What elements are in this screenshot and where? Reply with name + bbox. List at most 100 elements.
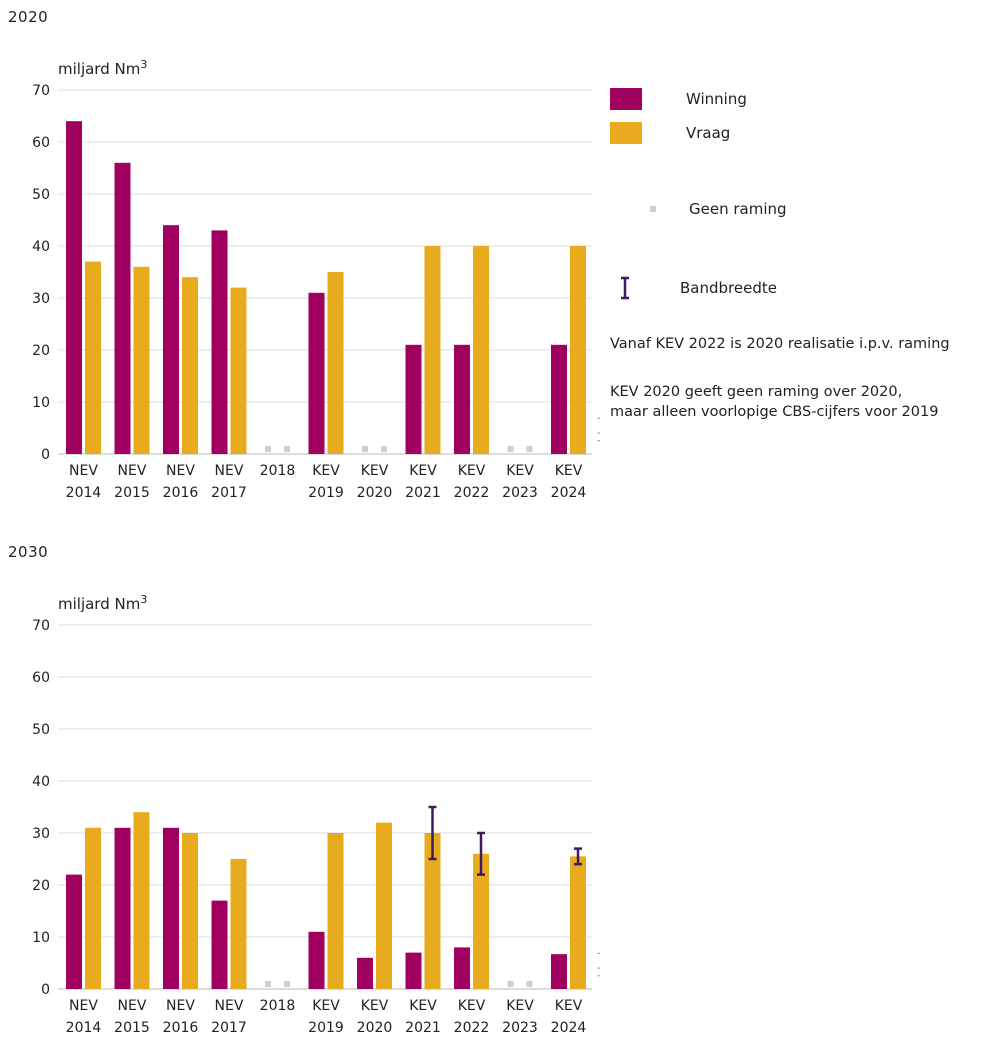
- legend-label-vraag: Vraag: [686, 124, 731, 142]
- x-tick-label: 2019: [308, 485, 344, 501]
- x-tick-label: 2024: [551, 1020, 587, 1036]
- geen-raming-marker-6-1: [381, 446, 387, 452]
- x-tick-label: 2022: [454, 1020, 490, 1036]
- geen-raming-marker-4-1: [284, 446, 290, 452]
- x-tick-label: 2018: [260, 998, 296, 1014]
- bar-vraag-2: [182, 277, 198, 454]
- bar-vraag-8: [473, 853, 489, 989]
- legend-item-vraag: Vraag: [610, 122, 730, 144]
- bar-winning-7: [405, 344, 422, 454]
- geen-raming-marker-4-0: [265, 446, 271, 452]
- x-tick-label: KEV: [361, 998, 389, 1014]
- bandbreedte-icon: [621, 276, 629, 300]
- bar-winning-0: [66, 874, 82, 989]
- panel-title-2020: 2020: [8, 8, 49, 26]
- bar-vraag-1: [133, 812, 150, 989]
- bar-vraag-8: [473, 246, 489, 454]
- bar-vraag-5: [327, 833, 344, 989]
- bar-winning-1: [114, 162, 131, 455]
- geen-raming-marker-9-0: [507, 446, 514, 452]
- y-axis-label: miljard Nm3: [58, 593, 147, 613]
- y-tick-label: 30: [32, 291, 50, 307]
- bar-vraag-10: [570, 856, 586, 989]
- x-tick-label: NEV: [118, 463, 147, 479]
- x-tick-label: KEV: [409, 463, 437, 479]
- x-tick-label: KEV: [506, 998, 534, 1014]
- x-tick-label: 2017: [211, 1020, 247, 1036]
- x-tick-label: 2023: [502, 485, 538, 501]
- x-tick-label: KEV: [312, 998, 340, 1014]
- x-tick-label: 2022: [454, 485, 490, 501]
- x-tick-label: 2021: [405, 485, 441, 501]
- legend-item-geen-raming: Geen raming: [610, 200, 787, 218]
- watermark: pbl.nl: [596, 417, 600, 450]
- bar-vraag-3: [230, 859, 247, 989]
- bar-vraag-7: [424, 833, 441, 989]
- x-tick-label: KEV: [458, 998, 486, 1014]
- y-tick-label: 0: [41, 982, 50, 998]
- y-tick-label: 60: [32, 135, 50, 151]
- bar-vraag-6: [376, 822, 392, 989]
- x-tick-label: NEV: [166, 463, 195, 479]
- x-tick-label: KEV: [361, 463, 389, 479]
- chart-2030: miljard Nm3 0 10 20 30 40 50 60 70 pbl.nl NEV 2014 N…: [32, 593, 600, 1036]
- legend-swatch-vraag: [610, 122, 642, 144]
- bar-winning-2: [163, 827, 179, 989]
- panel-title-2030: 2030: [8, 543, 49, 561]
- note-kev2020-line2: maar alleen voorlopige CBS-cijfers voor …: [610, 404, 939, 420]
- bar-winning-7: [405, 952, 422, 989]
- legend-item-winning: Winning: [610, 88, 747, 110]
- x-tick-label: 2015: [114, 485, 150, 501]
- bar-winning-5: [308, 292, 325, 454]
- x-tick-label: KEV: [409, 998, 437, 1014]
- bar-winning-8: [454, 947, 470, 989]
- y-tick-label: 40: [32, 774, 50, 790]
- bar-winning-10: [551, 954, 567, 989]
- legend-label-geen-raming: Geen raming: [689, 200, 787, 218]
- legend-label-bandbreedte: Bandbreedte: [680, 279, 777, 297]
- x-tick-label: NEV: [166, 998, 195, 1014]
- y-tick-label: 10: [32, 930, 50, 946]
- x-tick-label: KEV: [555, 998, 583, 1014]
- bar-winning-8: [454, 344, 470, 454]
- bar-winning-5: [308, 931, 325, 989]
- bar-winning-3: [211, 230, 228, 454]
- geen-raming-marker-6-0: [362, 446, 368, 452]
- x-tick-label: NEV: [69, 998, 98, 1014]
- bar-winning-10: [551, 344, 567, 454]
- geen-raming-marker-9-1: [526, 981, 533, 987]
- y-tick-label: 20: [32, 343, 50, 359]
- note-kev2022: Vanaf KEV 2022 is 2020 realisatie i.p.v.…: [610, 336, 950, 352]
- y-tick-label: 50: [32, 722, 50, 738]
- bar-winning-2: [163, 225, 179, 454]
- geen-raming-marker: [650, 206, 656, 212]
- x-tick-label: KEV: [458, 463, 486, 479]
- bar-winning-6: [357, 957, 373, 989]
- bar-vraag-7: [424, 246, 441, 454]
- legend-label-winning: Winning: [686, 90, 747, 108]
- y-tick-label: 0: [41, 447, 50, 463]
- bar-winning-1: [114, 827, 131, 989]
- y-tick-label: 10: [32, 395, 50, 411]
- y-tick-label: 70: [32, 618, 50, 634]
- x-tick-label: NEV: [69, 463, 98, 479]
- y-tick-label: 20: [32, 878, 50, 894]
- y-axis-label: miljard Nm3: [58, 58, 147, 78]
- x-tick-label: 2018: [260, 463, 296, 479]
- x-tick-label: 2017: [211, 485, 247, 501]
- bar-winning-0: [66, 121, 82, 454]
- x-tick-label: KEV: [312, 463, 340, 479]
- bar-vraag-0: [85, 827, 101, 989]
- y-tick-label: 30: [32, 826, 50, 842]
- bar-vraag-10: [570, 246, 586, 454]
- x-tick-label: 2019: [308, 1020, 344, 1036]
- geen-raming-marker-4-0: [265, 981, 271, 987]
- x-tick-label: 2020: [357, 485, 393, 501]
- x-tick-label: NEV: [118, 998, 147, 1014]
- bar-vraag-1: [133, 266, 150, 454]
- x-tick-label: 2014: [66, 485, 102, 501]
- x-tick-label: 2020: [357, 1020, 393, 1036]
- x-tick-label: 2014: [66, 1020, 102, 1036]
- x-tick-label: 2024: [551, 485, 587, 501]
- legend-item-bandbreedte: Bandbreedte: [610, 276, 777, 300]
